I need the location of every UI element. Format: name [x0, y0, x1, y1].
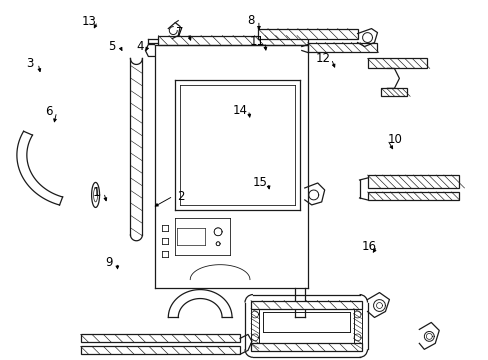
Bar — [367, 192, 458, 200]
Bar — [307, 42, 377, 53]
Bar — [250, 343, 361, 351]
Bar — [367, 58, 427, 68]
Text: 4: 4 — [136, 40, 143, 53]
Bar — [381, 88, 407, 96]
Bar — [250, 301, 361, 309]
Text: 7: 7 — [176, 27, 183, 40]
Text: 16: 16 — [361, 240, 376, 253]
Text: 5: 5 — [108, 40, 116, 53]
Bar — [258, 28, 357, 39]
Text: 13: 13 — [82, 15, 97, 28]
Text: 15: 15 — [252, 176, 267, 189]
Text: 3: 3 — [26, 57, 34, 70]
Text: 11: 11 — [249, 35, 264, 49]
Bar — [158, 36, 307, 45]
Text: 8: 8 — [246, 14, 254, 27]
Text: 1: 1 — [92, 186, 100, 199]
Bar — [81, 334, 240, 342]
Text: 12: 12 — [315, 52, 330, 65]
Text: 2: 2 — [177, 190, 184, 203]
Text: 10: 10 — [387, 133, 402, 146]
Bar — [367, 175, 458, 188]
Bar — [81, 346, 240, 354]
Text: 14: 14 — [233, 104, 247, 117]
Text: 6: 6 — [45, 105, 52, 118]
Text: 9: 9 — [105, 256, 113, 269]
